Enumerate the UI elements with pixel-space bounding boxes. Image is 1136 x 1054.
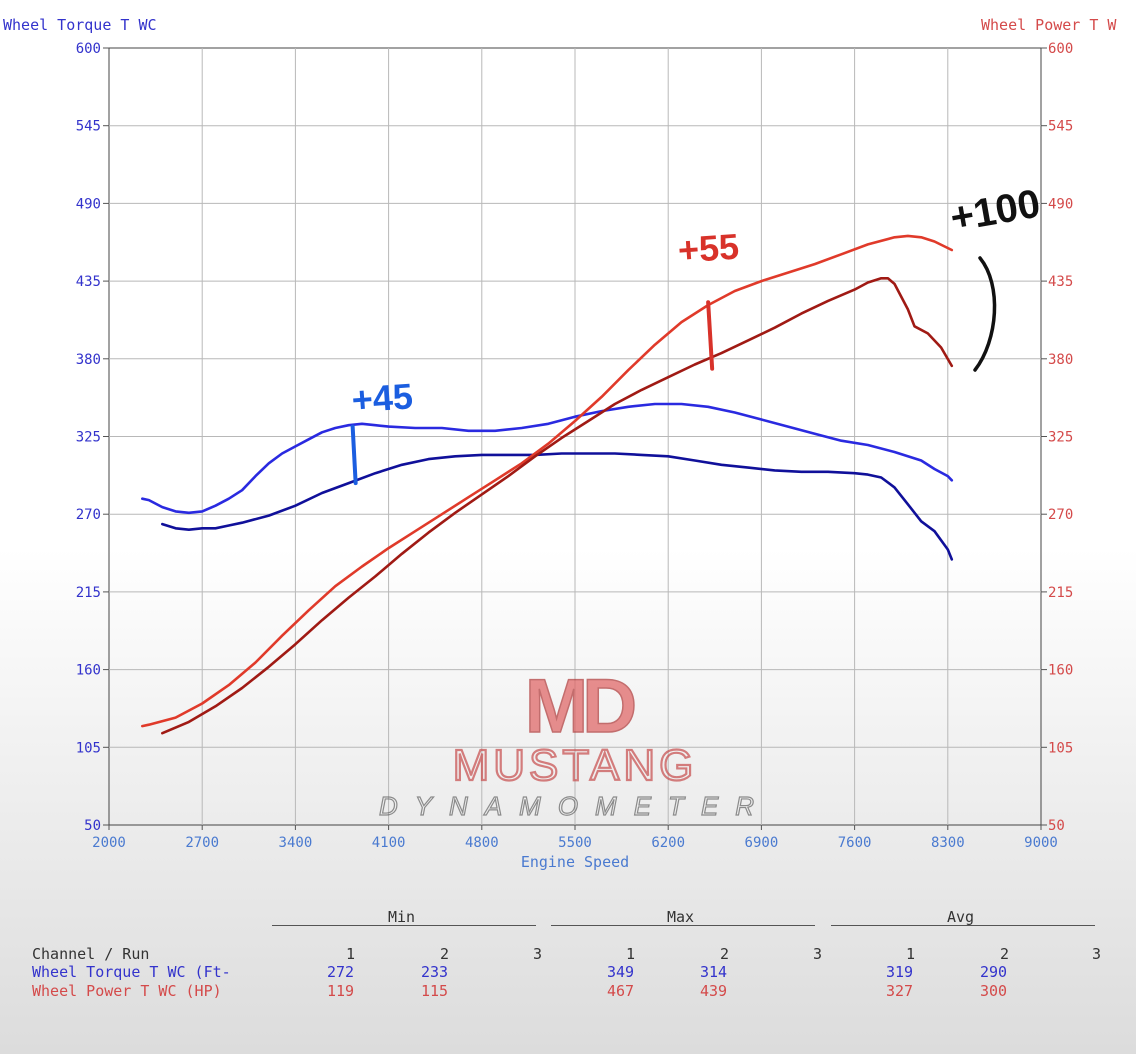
left-tick-label: 545 (76, 119, 101, 135)
group-header-min: Min (388, 908, 416, 926)
row-power-label: Wheel Power T WC (HP) (32, 982, 222, 1000)
run-label-max-3: 3 (813, 945, 823, 963)
right-tick-label: 215 (1048, 585, 1073, 601)
right-tick-label: 50 (1048, 818, 1065, 834)
row-power-avg-1: 327 (886, 982, 914, 1000)
row-torque-avg-1: 319 (886, 963, 914, 981)
left-axis-ticks: 50 105 160 215 270 325 380 435 490 545 600 (76, 41, 109, 834)
grid (109, 48, 1041, 825)
annotation-label: +100 (947, 182, 1043, 241)
run-label-min-2: 2 (440, 945, 450, 963)
row-torque-avg-2: 290 (980, 963, 1008, 981)
left-tick-label: 325 (76, 430, 101, 446)
x-tick-label: 4100 (372, 835, 406, 851)
left-tick-label: 160 (76, 663, 101, 679)
row-torque-label: Wheel Torque T WC (Ft- (32, 963, 231, 981)
group-underline-min (272, 925, 536, 926)
right-axis-title: Wheel Power T W (981, 16, 1117, 34)
annotation-marker (350, 424, 358, 486)
x-axis-ticks: 2000 2700 3400 4100 4800 5500 6200 6900 7600 8300… (92, 825, 1058, 851)
run-label-min-3: 3 (533, 945, 543, 963)
right-tick-label: 325 (1048, 430, 1073, 446)
right-tick-label: 490 (1048, 196, 1073, 212)
annotation-label: +55 (677, 226, 741, 271)
series-line-wheel-torque-t-wc-ft--run-1 (141, 402, 954, 515)
row-torque-min-1: 272 (327, 963, 355, 981)
row-torque-max-1: 349 (607, 963, 635, 981)
x-tick-label: 7600 (838, 835, 872, 851)
right-tick-label: 600 (1048, 41, 1073, 57)
right-tick-label: 105 (1048, 740, 1073, 756)
run-label-avg-2: 2 (1000, 945, 1010, 963)
row-torque-min-2: 233 (421, 963, 449, 981)
x-tick-label: 9000 (1024, 835, 1058, 851)
x-tick-label: 8300 (931, 835, 965, 851)
run-label-min-1: 1 (346, 945, 356, 963)
annotations: +45 +55 +100 (350, 182, 1043, 486)
left-tick-label: 435 (76, 274, 101, 290)
x-tick-label: 4800 (465, 835, 499, 851)
left-axis-title: Wheel Torque T WC (3, 16, 157, 34)
right-tick-label: 435 (1048, 274, 1073, 290)
run-label-avg-3: 3 (1092, 945, 1102, 963)
x-tick-label: 2000 (92, 835, 126, 851)
x-tick-label: 6200 (651, 835, 685, 851)
row-power-avg-2: 300 (980, 982, 1008, 1000)
watermark-mustang: MUSTANG (453, 741, 698, 790)
annotation-label: +45 (350, 375, 414, 420)
annotation-marker (706, 300, 715, 371)
group-header-avg: Avg (947, 908, 975, 926)
row-torque-max-2: 314 (700, 963, 728, 981)
right-tick-label: 380 (1048, 352, 1073, 368)
group-header-max: Max (667, 908, 695, 926)
series-line-wheel-power-t-wc-hp--run-2 (161, 276, 954, 735)
x-tick-label: 6900 (745, 835, 779, 851)
mustang-dyno-watermark: MD MUSTANG DYNAMOMETER (378, 663, 771, 821)
run-label-max-1: 1 (626, 945, 636, 963)
group-underline-avg (831, 925, 1095, 926)
dyno-chart: MD MUSTANG DYNAMOMETER 50 105 160 215 270 325… (3, 16, 1117, 871)
left-tick-label: 490 (76, 196, 101, 212)
x-tick-label: 3400 (279, 835, 313, 851)
run-label-max-2: 2 (720, 945, 730, 963)
right-axis-ticks: 50 105 160 215 270 325 380 435 490 545 600 (1041, 41, 1073, 834)
left-tick-label: 215 (76, 585, 101, 601)
row-power-min-1: 119 (327, 982, 355, 1000)
channel-run-header: Channel / Run (32, 945, 150, 963)
right-tick-label: 270 (1048, 507, 1073, 523)
left-tick-label: 105 (76, 740, 101, 756)
row-power-max-2: 439 (700, 982, 728, 1000)
x-axis-label: Engine Speed (521, 853, 629, 871)
run-label-avg-1: 1 (906, 945, 916, 963)
series-line-wheel-power-t-wc-hp--run-1 (141, 234, 954, 728)
left-tick-label: 600 (76, 41, 101, 57)
group-underline-max (551, 925, 815, 926)
right-tick-label: 545 (1048, 119, 1073, 135)
x-tick-label: 2700 (185, 835, 219, 851)
annotation-bracket (973, 256, 997, 372)
right-tick-label: 160 (1048, 663, 1073, 679)
left-tick-label: 50 (84, 818, 101, 834)
row-power-max-1: 467 (607, 982, 635, 1000)
x-tick-label: 5500 (558, 835, 592, 851)
series-line-wheel-torque-t-wc-ft--run-2 (161, 452, 954, 561)
series-lines (141, 234, 954, 735)
row-power-min-2: 115 (421, 982, 449, 1000)
left-tick-label: 270 (76, 507, 101, 523)
left-tick-label: 380 (76, 352, 101, 368)
run-stats-table: Min Max Avg Channel / Run 1 2 3 1 2 3 1 … (0, 900, 1136, 1020)
watermark-md-logo: MD (525, 664, 634, 749)
watermark-dynamometer: DYNAMOMETER (379, 791, 771, 821)
